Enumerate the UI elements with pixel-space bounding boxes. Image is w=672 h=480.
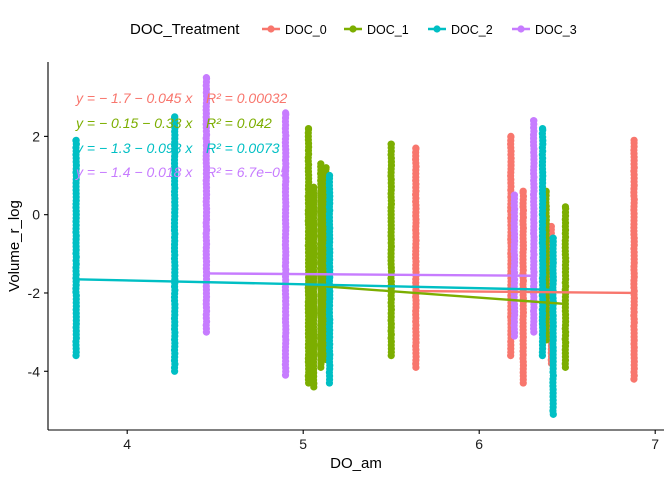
data-point [507,132,515,140]
y-tick-label: -4 [28,363,41,379]
fit-line-doc-1 [308,283,566,306]
regression-equations: y = − 1.7 − 0.045 x R² = 0.00032 y = − 0.1… [75,90,288,180]
r-squared-label: R² = 6.7e−05 [206,164,288,180]
axes: 4 5 6 7 -4 -2 0 2 DO_am Volume_r_log [6,62,664,472]
data-point [530,117,538,125]
legend-key-point [433,25,441,33]
y-axis-title: Volume_r_log [6,200,23,292]
legend-key-point [349,25,357,33]
legend-label: DOC_1 [367,23,409,37]
fit-line-doc-3 [206,272,534,277]
legend-key-point [267,25,275,33]
data-point [326,171,334,180]
data-point [322,164,330,172]
x-tick-label: 5 [299,436,307,452]
equation-label: y = − 0.15 − 0.33 x [75,115,193,131]
series-doc-3 [202,74,538,379]
data-point [171,113,179,121]
data-point [538,124,547,133]
legend-label: DOC_0 [285,23,327,37]
data-point [317,160,325,168]
equation-label: y = − 1.4 − 0.018 x [75,164,193,180]
legend-item-doc-2: DOC_2 [428,23,493,37]
y-tick-label: 0 [32,207,40,223]
fit-line-doc-0 [415,289,635,295]
data-point [304,124,313,133]
data-point [310,183,318,191]
equation-label: y = − 1.7 − 0.045 x [75,90,193,106]
legend-title: DOC_Treatment [130,21,240,38]
series-doc-0 [412,132,638,387]
data-point [387,140,395,148]
legend-label: DOC_3 [535,23,577,37]
legend-item-doc-1: DOC_1 [344,23,409,37]
x-tick-label: 7 [651,436,659,452]
x-axis-title: DO_am [330,455,382,472]
fit-line-doc-2 [76,278,554,292]
legend-item-doc-3: DOC_3 [512,23,577,37]
equation-label: y = − 1.3 − 0.093 x [75,140,193,156]
data-point [549,234,557,242]
data-point [412,144,420,152]
fit-lines [76,272,635,306]
legend-key-point [517,25,525,33]
data-point [519,187,527,195]
data-point [510,191,518,199]
legend: DOC_Treatment DOC_0 DOC_1 DOC_2 DOC_3 [130,21,577,38]
x-tick-label: 6 [475,436,483,452]
series-doc-2 [72,113,557,418]
y-tick-label: -2 [28,285,41,301]
data-point [561,203,570,211]
series-doc-1 [304,124,570,391]
data-point [72,136,80,144]
x-tick-label: 4 [123,436,131,452]
r-squared-label: R² = 0.042 [206,115,272,131]
r-squared-label: R² = 0.00032 [206,90,288,106]
legend-label: DOC_2 [451,23,493,37]
r-squared-label: R² = 0.0073 [206,140,280,156]
data-point [202,74,210,82]
data-points [72,74,638,418]
data-point [630,136,638,144]
y-tick-label: 2 [32,128,40,144]
data-point [282,109,290,117]
legend-item-doc-0: DOC_0 [262,23,327,37]
